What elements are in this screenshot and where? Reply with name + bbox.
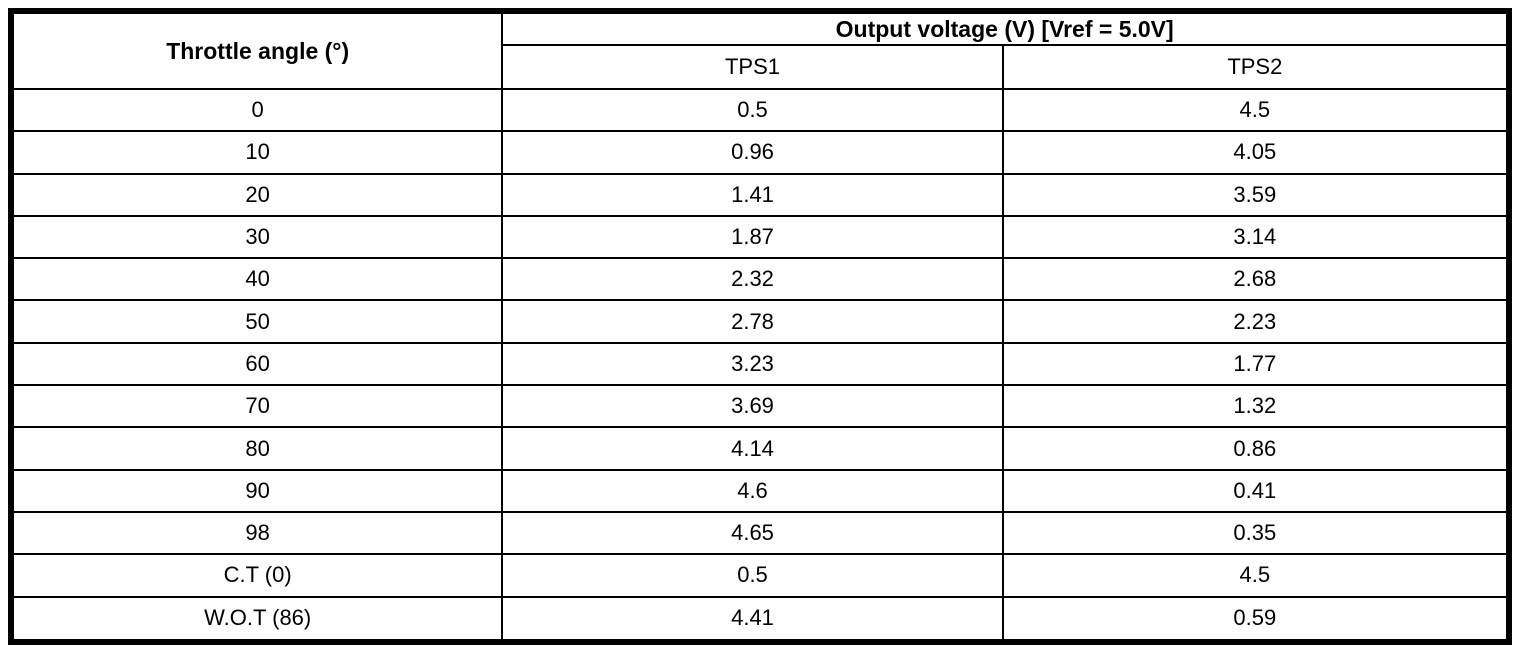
angle-cell: 70 [9, 384, 504, 429]
tps1-header: TPS1 [501, 44, 1004, 90]
angle-cell: 30 [9, 214, 504, 260]
tps2-cell: 2.23 [1001, 299, 1511, 344]
tps1-cell: 2.78 [501, 299, 1004, 344]
tps2-cell: 1.77 [1001, 341, 1511, 387]
angle-cell: W.O.T (86) [9, 595, 504, 644]
table-row: 80 4.14 0.86 [9, 426, 1511, 471]
table-row: 30 1.87 3.14 [9, 214, 1511, 260]
tps1-cell: 1.87 [501, 214, 1004, 260]
tps1-cell: 3.23 [501, 341, 1004, 387]
angle-cell: 50 [9, 299, 504, 344]
table-row: 20 1.41 3.59 [9, 172, 1511, 217]
tps2-cell: 3.59 [1001, 172, 1511, 217]
output-voltage-header: Output voltage (V) [Vref = 5.0V] [501, 10, 1510, 46]
tps1-cell: 4.41 [501, 595, 1004, 644]
angle-cell: 40 [9, 257, 504, 302]
angle-cell: C.T (0) [9, 553, 504, 598]
tps2-cell: 3.14 [1001, 214, 1511, 260]
tps2-cell: 0.59 [1001, 595, 1511, 644]
tps1-cell: 0.5 [501, 553, 1004, 598]
tps1-cell: 4.6 [501, 468, 1004, 513]
header-row-group: Throttle angle (°) Output voltage (V) [V… [9, 10, 1510, 90]
table-row: 40 2.32 2.68 [9, 257, 1511, 302]
tps1-cell: 0.5 [501, 87, 1004, 133]
angle-cell: 60 [9, 341, 504, 387]
header-row-sub: TPS1 TPS2 [11, 44, 1511, 90]
table-row: 70 3.69 1.32 [9, 384, 1511, 429]
tps2-cell: 4.05 [1001, 130, 1511, 175]
tps2-cell: 0.35 [1001, 510, 1511, 556]
table-row: 0 0.5 4.5 [9, 87, 1511, 133]
tps2-cell: 0.41 [1001, 468, 1511, 513]
tps2-cell: 4.5 [1001, 553, 1511, 598]
angle-cell: 98 [9, 510, 504, 556]
table-row: 98 4.65 0.35 [9, 510, 1511, 556]
tps2-cell: 1.32 [1001, 384, 1511, 429]
table-row: 10 0.96 4.05 [9, 130, 1511, 175]
tps2-cell: 4.5 [1001, 87, 1511, 133]
table-row: 60 3.23 1.77 [9, 341, 1511, 387]
tps2-cell: 0.86 [1001, 426, 1511, 471]
throttle-voltage-table: Throttle angle (°) Output voltage (V) [V… [8, 8, 1512, 645]
tps1-cell: 3.69 [501, 384, 1004, 429]
tps1-cell: 4.65 [501, 510, 1004, 556]
tps1-cell: 4.14 [501, 426, 1004, 471]
tps1-cell: 2.32 [501, 257, 1004, 302]
tps2-header: TPS2 [1001, 44, 1511, 90]
table-row: C.T (0) 0.5 4.5 [9, 553, 1511, 598]
angle-cell: 0 [9, 87, 504, 133]
angle-cell: 90 [9, 468, 504, 513]
tps1-cell: 0.96 [501, 130, 1004, 175]
angle-cell: 10 [9, 130, 504, 175]
angle-cell: 20 [9, 172, 504, 217]
angle-cell: 80 [9, 426, 504, 471]
throttle-angle-header: Throttle angle (°) [9, 10, 504, 90]
table-row: 90 4.6 0.41 [9, 468, 1511, 513]
tps1-cell: 1.41 [501, 172, 1004, 217]
tps2-cell: 2.68 [1001, 257, 1511, 302]
table-row: 50 2.78 2.23 [9, 299, 1511, 344]
table-row: W.O.T (86) 4.41 0.59 [9, 595, 1511, 644]
